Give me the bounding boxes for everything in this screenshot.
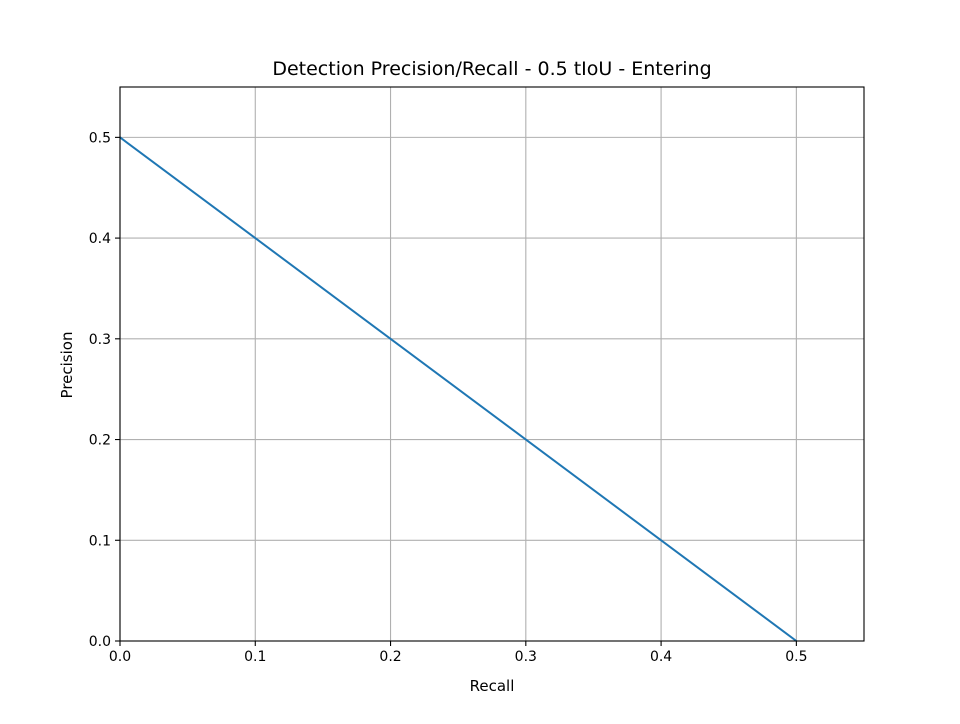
x-axis-ticks: 0.0 0.1 0.2 0.3 0.4 0.5 — [109, 641, 807, 665]
y-axis-label: Precision — [58, 332, 76, 399]
x-tick-label: 0.4 — [650, 649, 672, 665]
x-tick-label: 0.2 — [379, 649, 401, 665]
series-line-0 — [119, 136, 797, 642]
y-tick-label: 0.4 — [89, 231, 111, 247]
x-axis-label: Recall — [470, 677, 515, 695]
y-axis-ticks: 0.0 0.1 0.2 0.3 0.4 0.5 — [89, 130, 120, 650]
x-tick-label: 0.1 — [244, 649, 266, 665]
chart-title: Detection Precision/Recall - 0.5 tIoU - … — [272, 58, 711, 80]
x-tick-label: 0.5 — [785, 649, 807, 665]
x-tick-label: 0.3 — [515, 649, 537, 665]
y-tick-label: 0.5 — [89, 130, 111, 146]
y-tick-label: 0.1 — [89, 533, 111, 549]
y-tick-label: 0.3 — [89, 332, 111, 348]
y-tick-label: 0.2 — [89, 433, 111, 449]
y-tick-label: 0.0 — [89, 634, 111, 650]
x-tick-label: 0.0 — [109, 649, 131, 665]
plot-background — [120, 87, 864, 641]
series-layer — [119, 136, 797, 642]
plot-frame — [119, 86, 865, 642]
